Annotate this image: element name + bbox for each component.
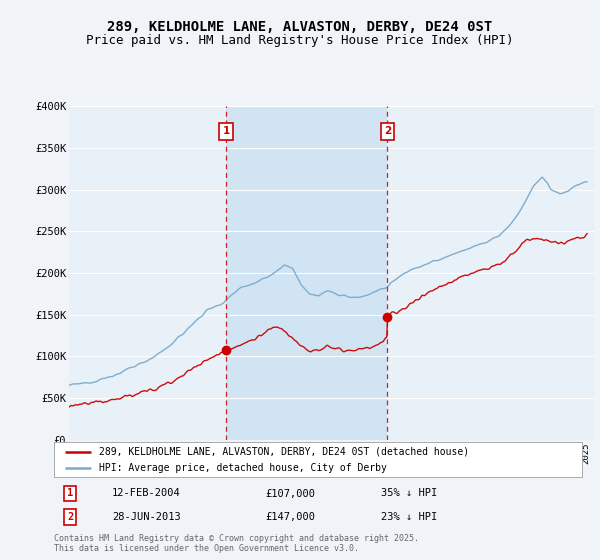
Text: HPI: Average price, detached house, City of Derby: HPI: Average price, detached house, City… xyxy=(99,463,387,473)
Text: 2: 2 xyxy=(67,512,73,522)
Text: 289, KELDHOLME LANE, ALVASTON, DERBY, DE24 0ST: 289, KELDHOLME LANE, ALVASTON, DERBY, DE… xyxy=(107,20,493,34)
Text: £147,000: £147,000 xyxy=(265,512,315,522)
Text: £107,000: £107,000 xyxy=(265,488,315,498)
Text: 12-FEB-2004: 12-FEB-2004 xyxy=(112,488,181,498)
Text: 2: 2 xyxy=(383,127,391,137)
Text: 1: 1 xyxy=(223,127,230,137)
Text: 289, KELDHOLME LANE, ALVASTON, DERBY, DE24 0ST (detached house): 289, KELDHOLME LANE, ALVASTON, DERBY, DE… xyxy=(99,447,469,457)
Text: 1: 1 xyxy=(67,488,73,498)
Text: 23% ↓ HPI: 23% ↓ HPI xyxy=(382,512,437,522)
Text: Contains HM Land Registry data © Crown copyright and database right 2025.
This d: Contains HM Land Registry data © Crown c… xyxy=(54,534,419,553)
Text: 35% ↓ HPI: 35% ↓ HPI xyxy=(382,488,437,498)
Text: Price paid vs. HM Land Registry's House Price Index (HPI): Price paid vs. HM Land Registry's House … xyxy=(86,34,514,46)
Bar xyxy=(226,106,387,440)
Text: 28-JUN-2013: 28-JUN-2013 xyxy=(112,512,181,522)
